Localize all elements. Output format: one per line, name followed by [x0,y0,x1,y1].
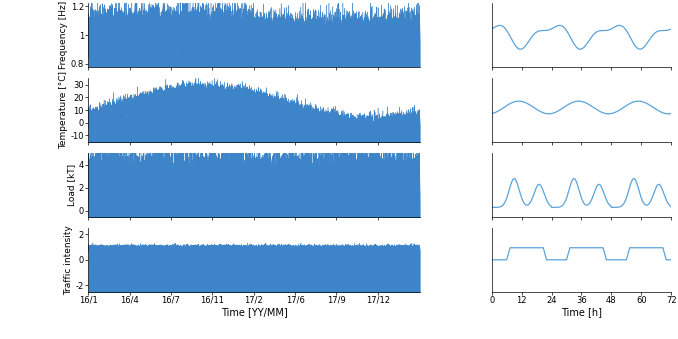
Y-axis label: Load [kT]: Load [kT] [67,164,76,206]
Y-axis label: Temperature [°C]: Temperature [°C] [59,71,68,149]
X-axis label: Time [YY/MM]: Time [YY/MM] [221,307,287,318]
X-axis label: Time [h]: Time [h] [561,307,602,318]
Y-axis label: Frequency [Hz]: Frequency [Hz] [59,1,68,69]
Y-axis label: Traffic intensity: Traffic intensity [64,225,73,295]
